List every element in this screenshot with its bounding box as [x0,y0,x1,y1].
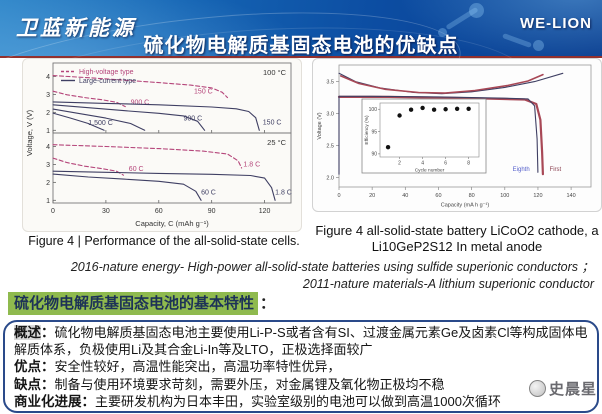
svg-text:900 C: 900 C [183,115,202,122]
svg-text:Capacity (mA h g⁻¹): Capacity (mA h g⁻¹) [441,203,490,209]
figures-row: 1 2 3 4 150 C 900 C 150 C 900 C 1,500 C 100 °C 1 2 3… [0,58,602,255]
overview-text: 硫化物电解质基固态电池主要使用Li-P-S或者含有SI、过渡金属元素Ge及卤素C… [14,325,588,358]
figure-right-caption-line1: Figure 4 all-solid-state battery LiCoO2 … [315,223,599,238]
progress-label: 商业化进展 [14,393,82,409]
svg-text:60 C: 60 C [129,166,144,173]
figure-left-image: 1 2 3 4 150 C 900 C 150 C 900 C 1,500 C 100 °C 1 2 3… [22,58,302,232]
svg-text:100: 100 [500,193,509,199]
svg-text:Large-current type: Large-current type [79,78,136,85]
pros-text: 安全性较好，高温性能突出，高温功率特性优异， [54,359,341,375]
figure-right-caption-line2: Li10GeP2S12 In metal anode [371,239,543,254]
svg-text:100: 100 [369,107,378,113]
svg-text:60: 60 [435,193,441,199]
reference-line-1: 2016-nature energy- High-power all-solid… [70,260,594,274]
section-heading-colon: ： [260,295,276,312]
svg-text:1.8 C: 1.8 C [243,162,260,169]
svg-text:3.5: 3.5 [326,80,334,86]
overview-label: 概述 [14,325,41,340]
molecule-decoration [445,6,479,31]
cons-line: 缺点：制备与使用环境要求苛刻，需要外压，对金属锂及氧化物正极均不稳 [14,376,588,393]
svg-text:100 °C: 100 °C [263,68,287,77]
svg-text:90: 90 [371,152,377,158]
progress-line: 商业化进展：主要研发机构为日本丰田，实验室级别的电池可以做到高温1000次循环 [14,393,588,410]
progress-text: 主要研发机构为日本丰田，实验室级别的电池可以做到高温1000次循环 [95,393,501,409]
figure-right: 0 20 40 60 80 100 120 140 2.0 2.5 3.0 3.5 Eighth Firs… [312,58,602,255]
svg-text:2.0: 2.0 [326,175,334,181]
watermark: 史晨星 [528,378,597,399]
label-colon: ： [41,359,55,375]
svg-text:60 C: 60 C [201,190,216,197]
svg-text:1.8 C: 1.8 C [275,190,292,197]
svg-text:Voltage, V (V): Voltage, V (V) [25,109,34,156]
svg-text:8: 8 [467,161,470,167]
svg-text:3: 3 [46,92,50,99]
svg-text:3: 3 [46,162,50,169]
molecule-decoration [469,3,484,18]
company-logo: 卫蓝新能源 [16,15,136,40]
svg-text:0: 0 [51,208,55,215]
svg-text:High-voltage type: High-voltage type [79,69,134,76]
svg-text:90: 90 [208,208,216,215]
overview-line: 概述：硫化物电解质基固态电池主要使用Li-P-S或者含有SI、过渡金属元素Ge及… [14,324,588,358]
pros-line: 优点：安全性较好，高温性能突出，高温功率特性优异， [14,358,588,375]
svg-text:2: 2 [46,110,50,117]
molecule-decoration [533,40,544,51]
svg-text:20: 20 [369,193,375,199]
svg-text:150 C: 150 C [263,120,282,127]
cycling-chart: 0 20 40 60 80 100 120 140 2.0 2.5 3.0 3.5 Eighth Firs… [317,64,592,209]
reference-line-2: 2011-nature materials-A lithium superion… [302,277,594,291]
svg-text:95: 95 [371,129,377,135]
svg-text:40: 40 [402,193,408,199]
svg-text:Capacity, C (mAh g⁻¹): Capacity, C (mAh g⁻¹) [135,219,209,228]
svg-text:0: 0 [337,193,340,199]
brand-logo: WE-LION [520,15,592,32]
section-heading-text: 硫化物电解质基固态电池的基本特性 [8,292,259,315]
svg-text:1: 1 [46,128,50,135]
slide-header: 卫蓝新能源 硫化物电解质基固态电池的优缺点 WE-LION [0,0,602,192]
svg-text:Eighth: Eighth [513,167,530,173]
slide-title: 硫化物电解质基固态电池的优缺点 [143,35,459,57]
watermark-avatar-icon [528,380,546,397]
svg-text:2.5: 2.5 [326,143,334,149]
svg-text:140: 140 [567,193,576,199]
section-heading: 硫化物电解质基固态电池的基本特性： [8,292,276,315]
svg-text:900 C: 900 C [131,99,150,106]
cons-text: 制备与使用环境要求苛刻，需要外压，对金属锂及氧化物正极均不稳 [54,376,445,392]
svg-text:4: 4 [421,161,424,167]
figure-right-caption: Figure 4 all-solid-state battery LiCoO2 … [312,223,602,255]
svg-text:120: 120 [533,193,542,199]
label-colon: ： [41,325,55,340]
pros-label: 优点 [14,359,41,375]
watermark-name: 史晨星 [548,381,597,398]
svg-text:2: 2 [398,161,401,167]
svg-text:First: First [550,167,562,173]
svg-text:Voltage (V): Voltage (V) [317,112,323,139]
svg-text:25 °C: 25 °C [267,138,286,147]
svg-text:Cycle number: Cycle number [415,168,445,174]
svg-text:1: 1 [46,198,50,205]
cons-label: 缺点 [14,376,41,392]
svg-text:1,500 C: 1,500 C [88,120,113,127]
details-box: 概述：硫化物电解质基固态电池主要使用Li-P-S或者含有SI、过渡金属元素Ge及… [3,320,599,413]
svg-text:80: 80 [469,193,475,199]
label-colon: ： [41,376,55,392]
svg-text:6: 6 [444,161,447,167]
performance-chart: 1 2 3 4 150 C 900 C 150 C 900 C 1,500 C 100 °C 1 2 3… [25,62,292,228]
svg-text:150 C: 150 C [194,89,213,96]
svg-text:Efficiency (%): Efficiency (%) [364,115,370,145]
svg-text:30: 30 [102,208,110,215]
figure-right-image: 0 20 40 60 80 100 120 140 2.0 2.5 3.0 3.5 Eighth Firs… [312,58,602,212]
references: 2016-nature energy- High-power all-solid… [0,259,594,293]
figure-left-caption: Figure 4 | Performance of the all-solid-… [28,234,300,248]
svg-text:2: 2 [46,180,50,187]
svg-text:60: 60 [155,208,163,215]
svg-text:4: 4 [46,74,50,81]
molecule-decoration [438,28,447,37]
svg-text:120: 120 [259,208,271,215]
figure-left: 1 2 3 4 150 C 900 C 150 C 900 C 1,500 C 100 °C 1 2 3… [22,58,306,255]
label-colon: ： [81,393,96,409]
svg-text:3.0: 3.0 [326,112,334,118]
svg-text:4: 4 [46,144,50,151]
